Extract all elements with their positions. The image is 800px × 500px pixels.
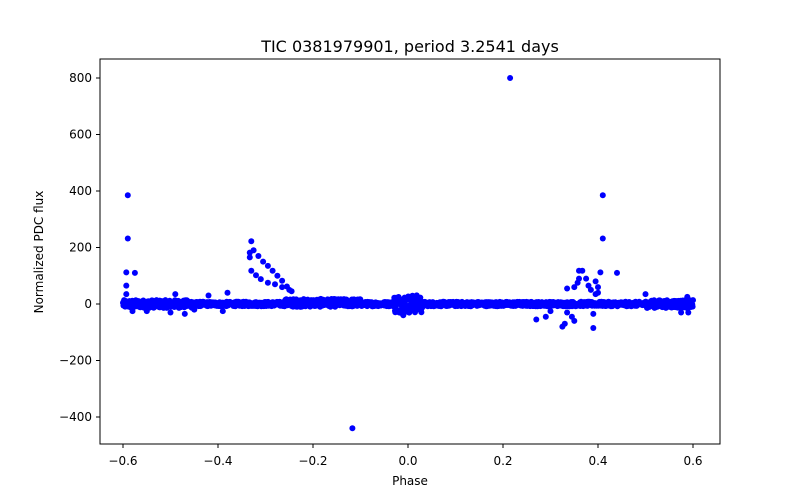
chart-title: TIC 0381979901, period 3.2541 days [260,37,559,56]
x-axis-ticks: −0.6 −0.4 −0.2 0.0 0.2 0.4 0.6 [108,444,703,468]
y-tick-label: 200 [69,241,92,255]
x-tick-label: 0.2 [493,454,512,468]
x-tick-label: −0.4 [203,454,232,468]
y-tick-label: −200 [59,354,92,368]
y-tick-label: 0 [84,297,92,311]
y-axis-ticks: −400 −200 0 200 400 600 800 [59,71,100,424]
y-tick-label: −400 [59,410,92,424]
data-points [120,75,696,432]
y-tick-label: 400 [69,184,92,198]
x-tick-label: 0.4 [588,454,607,468]
x-tick-label: −0.2 [298,454,327,468]
y-axis-label: Normalized PDC flux [32,191,46,314]
x-tick-label: 0.6 [683,454,702,468]
y-tick-label: 800 [69,71,92,85]
plot-frame [99,58,721,445]
y-tick-label: 600 [69,128,92,142]
x-tick-label: 0.0 [398,454,417,468]
x-tick-label: −0.6 [108,454,137,468]
x-axis-label: Phase [392,474,428,488]
